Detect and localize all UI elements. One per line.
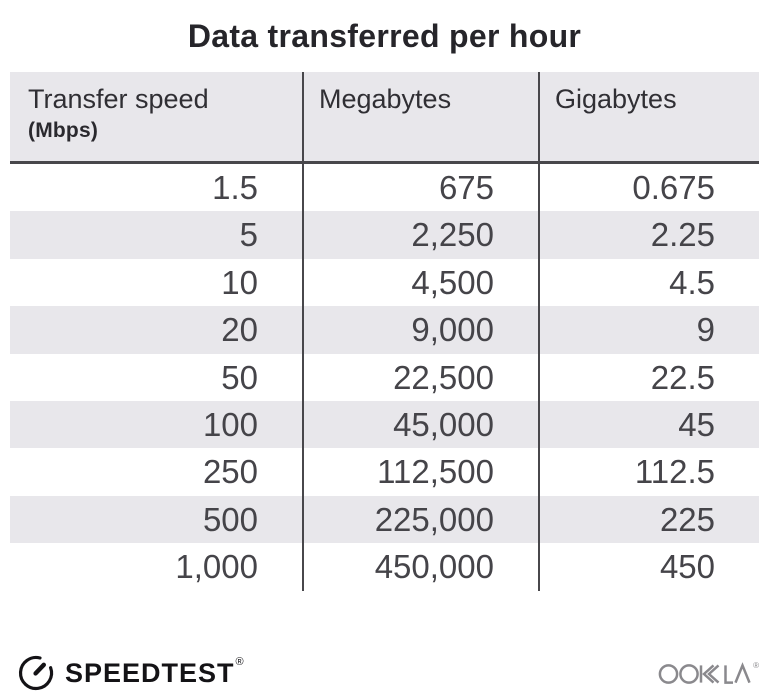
table-row: 1,000 450,000 450 — [10, 543, 759, 591]
table-cell: 22,500 — [302, 353, 538, 401]
speedtest-registered-mark: ® — [235, 656, 244, 668]
table-cell: 450 — [538, 543, 759, 591]
speedtest-wordmark: SPEEDTEST — [65, 657, 235, 688]
column-header-unit: (Mbps) — [28, 118, 99, 142]
table-cell: 20 — [221, 311, 258, 349]
data-table: Transfer speed (Mbps) Megabytes Gigabyte… — [10, 72, 759, 591]
table-row: 50 22,500 22.5 — [10, 353, 759, 401]
column-header-label: Transfer speed — [28, 84, 209, 114]
table-cell: 45,000 — [302, 400, 538, 449]
table-row: 10 4,500 4.5 — [10, 258, 759, 307]
table-cell: 9 — [538, 306, 759, 354]
table-cell: 450,000 — [302, 543, 538, 591]
table-cell: 225 — [538, 495, 759, 544]
ookla-registered-mark: ® — [753, 661, 759, 670]
table-cell: 112.5 — [538, 448, 759, 496]
table-cell: 10 — [221, 263, 258, 301]
table-cell: 1.5 — [212, 169, 258, 206]
table-body: 1.5 675 0.675 5 2,250 2.25 10 4,500 4.5 20 9,000 9 5… — [10, 164, 759, 591]
table-cell: 100 — [202, 405, 258, 443]
table-cell: 45 — [538, 400, 759, 449]
column-header-gigabytes: Gigabytes — [538, 72, 759, 161]
table-cell: 0.675 — [538, 164, 759, 212]
table-row: 250 112,500 112.5 — [10, 448, 759, 496]
ookla-logo: ® — [658, 659, 759, 689]
speedtest-gauge-icon — [18, 655, 54, 691]
table-row: 20 9,000 9 — [10, 306, 759, 354]
page-title: Data transferred per hour — [187, 17, 582, 54]
column-header-megabytes: Megabytes — [302, 72, 538, 161]
table-cell: 22.5 — [538, 353, 759, 401]
table-cell: 250 — [202, 453, 258, 491]
table-row: 100 45,000 45 — [10, 400, 759, 449]
table-cell: 5 — [239, 216, 258, 254]
table-cell: 2,250 — [302, 211, 538, 259]
table-cell: 1,000 — [175, 548, 258, 586]
table-row: 500 225,000 225 — [10, 495, 759, 544]
table-cell: 675 — [302, 164, 538, 212]
table-header-row: Transfer speed (Mbps) Megabytes Gigabyte… — [10, 72, 759, 164]
table-row: 1.5 675 0.675 — [10, 164, 759, 212]
table-cell: 2.25 — [538, 211, 759, 259]
table-cell: 500 — [202, 500, 258, 538]
table-cell: 225,000 — [302, 495, 538, 544]
table-row: 5 2,250 2.25 — [10, 211, 759, 259]
table-cell: 50 — [221, 358, 258, 396]
column-header-transfer-speed: Transfer speed (Mbps) — [10, 72, 302, 161]
speedtest-logo: SPEEDTEST ® — [16, 653, 244, 693]
table-cell: 4,500 — [302, 258, 538, 307]
table-cell: 112,500 — [302, 448, 538, 496]
footer: SPEEDTEST ® ® — [0, 636, 769, 698]
ookla-wordmark-icon — [658, 662, 751, 684]
table-cell: 4.5 — [538, 258, 759, 307]
table-cell: 9,000 — [302, 306, 538, 354]
